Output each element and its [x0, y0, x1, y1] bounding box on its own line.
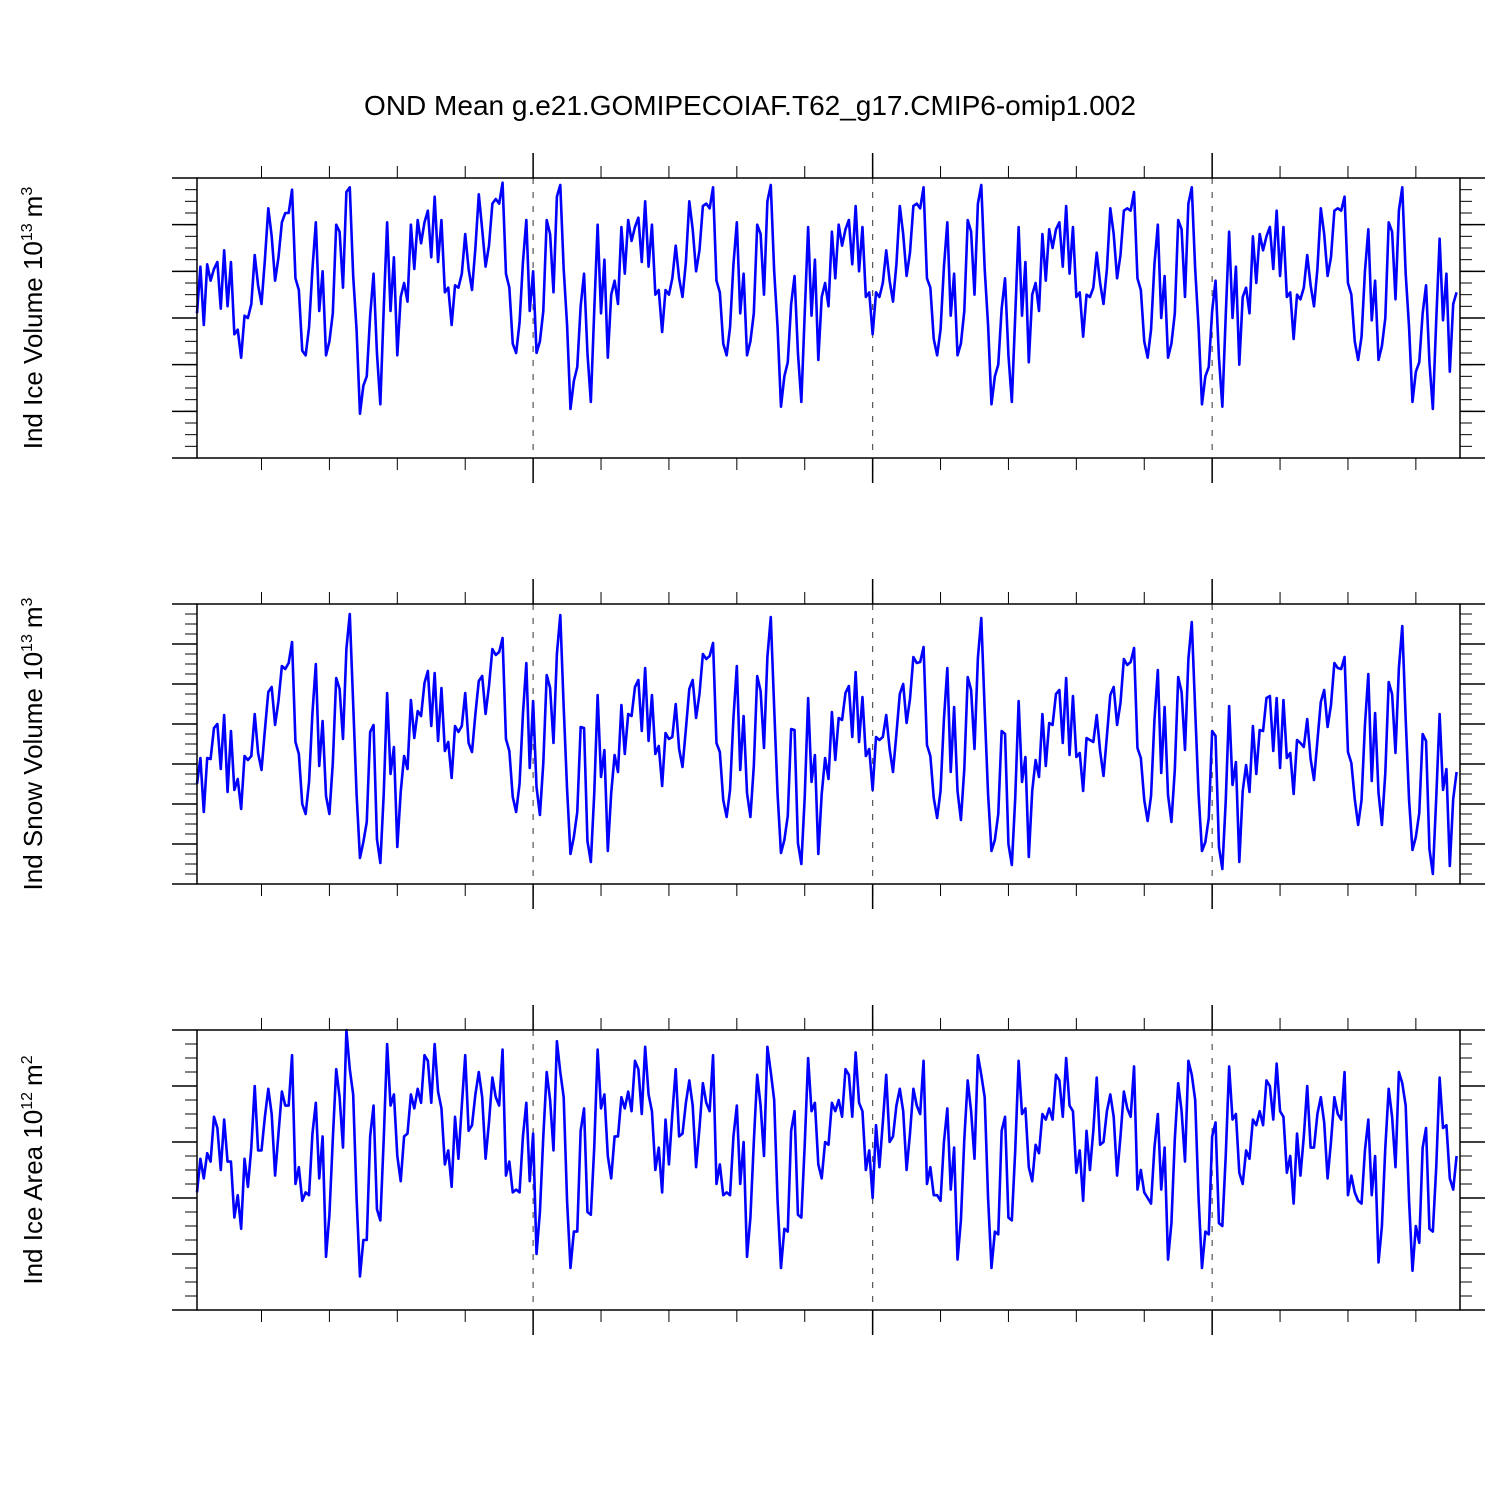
plot-frame	[196, 603, 1461, 885]
y-axis-label-unit-exponent: 2	[19, 1055, 36, 1064]
y-axis-label-exponent: 13	[19, 223, 36, 241]
y-axis-label-exponent: 13	[19, 634, 36, 652]
y-axis-label-unit: m	[18, 1064, 48, 1086]
series-line-ice-volume	[195, 181, 1458, 415]
y-axis-label: Ind Ice Volume 1013 m3	[18, 187, 48, 450]
series-line-snow-volume	[195, 612, 1458, 876]
figure-title: OND Mean g.e21.GOMIPECOIAF.T62_g17.CMIP6…	[364, 90, 1136, 121]
chart-panel-ice-volume: Ind Ice Volume 1013 m3	[18, 153, 1485, 483]
y-axis-label: Ind Snow Volume 1013 m3	[18, 597, 48, 890]
plot-frame	[196, 177, 1461, 459]
y-axis-label-text: Ind Snow Volume 10	[18, 652, 48, 891]
y-axis-label-unit: m	[18, 196, 48, 218]
series-line-ice-area	[195, 1028, 1458, 1278]
y-axis-label-exponent: 12	[19, 1092, 36, 1110]
chart-panel-snow-volume: Ind Snow Volume 1013 m3	[18, 579, 1485, 909]
y-axis-label-unit-exponent: 3	[19, 187, 36, 196]
y-axis-label-text: Ind Ice Area 10	[18, 1110, 48, 1285]
plot-frame	[196, 1029, 1461, 1311]
y-axis-label-unit: m	[18, 606, 48, 628]
y-axis-label: Ind Ice Area 1012 m2	[18, 1055, 48, 1284]
y-axis-label-text: Ind Ice Volume 10	[18, 241, 48, 449]
chart-panel-ice-area: Ind Ice Area 1012 m2	[18, 1005, 1485, 1335]
y-axis-label-unit-exponent: 3	[19, 597, 36, 606]
